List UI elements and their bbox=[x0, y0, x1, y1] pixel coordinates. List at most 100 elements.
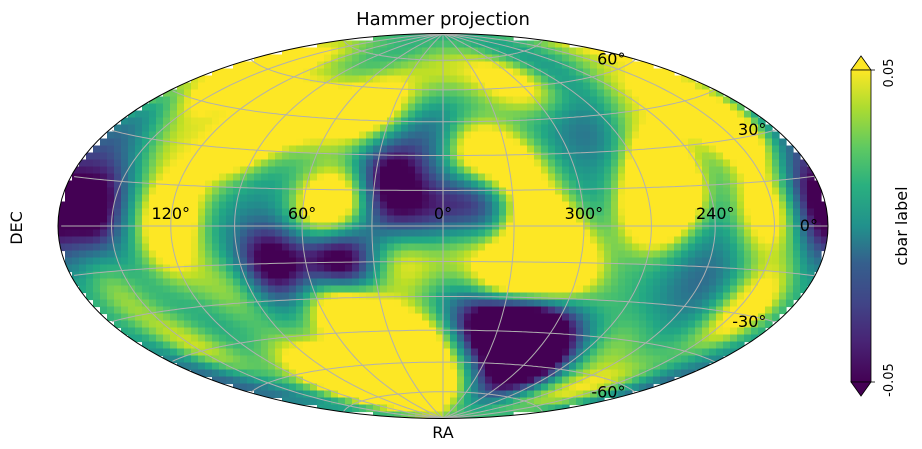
heatmap-cell bbox=[688, 327, 696, 336]
heatmap-cell bbox=[324, 348, 332, 357]
heatmap-cell bbox=[268, 243, 276, 252]
heatmap-cell bbox=[191, 180, 199, 189]
heatmap-cell bbox=[422, 306, 430, 315]
heatmap-cell bbox=[506, 320, 514, 329]
heatmap-cell bbox=[723, 292, 731, 301]
heatmap-cell bbox=[338, 348, 346, 357]
heatmap-cell bbox=[471, 285, 479, 294]
heatmap-cell bbox=[464, 243, 472, 252]
heatmap-cell bbox=[345, 61, 353, 70]
heatmap-cell bbox=[576, 320, 584, 329]
heatmap-cell bbox=[562, 75, 570, 84]
heatmap-cell bbox=[653, 327, 661, 336]
heatmap-cell bbox=[275, 285, 283, 294]
heatmap-cell bbox=[205, 194, 213, 203]
heatmap-cell bbox=[604, 173, 612, 182]
heatmap-cell bbox=[674, 201, 682, 210]
heatmap-cell bbox=[261, 124, 269, 133]
heatmap-cell bbox=[625, 75, 633, 84]
heatmap-cell bbox=[513, 355, 521, 364]
heatmap-cell bbox=[597, 341, 605, 350]
heatmap-cell bbox=[149, 201, 157, 210]
heatmap-cell bbox=[450, 243, 458, 252]
heatmap-cell bbox=[786, 229, 794, 238]
heatmap-cell bbox=[219, 348, 227, 357]
heatmap-cell bbox=[618, 96, 626, 105]
heatmap-cell bbox=[450, 362, 458, 371]
heatmap-cell bbox=[226, 334, 234, 343]
heatmap-cell bbox=[177, 306, 185, 315]
heatmap-cell bbox=[359, 152, 367, 161]
heatmap-cell bbox=[639, 264, 647, 273]
heatmap-cell bbox=[408, 54, 416, 63]
heatmap-cell bbox=[268, 215, 276, 224]
heatmap-cell bbox=[72, 180, 80, 189]
heatmap-cell bbox=[352, 404, 360, 413]
heatmap-cell bbox=[695, 110, 703, 119]
heatmap-cell bbox=[408, 159, 416, 168]
heatmap-cell bbox=[660, 117, 668, 126]
heatmap-cell bbox=[583, 271, 591, 280]
heatmap-cell bbox=[436, 40, 444, 49]
heatmap-cell bbox=[639, 271, 647, 280]
heatmap-cell bbox=[86, 201, 94, 210]
heatmap-cell bbox=[233, 383, 241, 392]
heatmap-cell bbox=[583, 47, 591, 56]
heatmap-cell bbox=[674, 229, 682, 238]
heatmap-cell bbox=[212, 173, 220, 182]
heatmap-cell bbox=[429, 61, 437, 70]
heatmap-cell bbox=[317, 306, 325, 315]
heatmap-cell bbox=[100, 208, 108, 217]
heatmap-cell bbox=[737, 215, 745, 224]
heatmap-cell bbox=[380, 96, 388, 105]
heatmap-cell bbox=[401, 327, 409, 336]
heatmap-cell bbox=[415, 208, 423, 217]
heatmap-cell bbox=[65, 250, 73, 259]
heatmap-cell bbox=[562, 229, 570, 238]
heatmap-cell bbox=[674, 271, 682, 280]
heatmap-cell bbox=[632, 327, 640, 336]
heatmap-cell bbox=[590, 257, 598, 266]
heatmap-cell bbox=[268, 61, 276, 70]
heatmap-cell bbox=[415, 96, 423, 105]
heatmap-cell bbox=[212, 103, 220, 112]
heatmap-cell bbox=[597, 348, 605, 357]
heatmap-cell bbox=[597, 68, 605, 77]
heatmap-cell bbox=[387, 362, 395, 371]
heatmap-cell bbox=[744, 320, 752, 329]
heatmap-cell bbox=[527, 138, 535, 147]
heatmap-cell bbox=[212, 320, 220, 329]
heatmap-cell bbox=[562, 362, 570, 371]
heatmap-cell bbox=[72, 194, 80, 203]
heatmap-cell bbox=[576, 96, 584, 105]
heatmap-cell bbox=[632, 271, 640, 280]
heatmap-cell bbox=[569, 376, 577, 385]
heatmap-cell bbox=[275, 369, 283, 378]
heatmap-cell bbox=[646, 362, 654, 371]
heatmap-cell bbox=[401, 313, 409, 322]
heatmap-cell bbox=[457, 152, 465, 161]
heatmap-cell bbox=[709, 173, 717, 182]
heatmap-cell bbox=[121, 124, 129, 133]
heatmap-cell bbox=[191, 82, 199, 91]
heatmap-cell bbox=[667, 117, 675, 126]
heatmap-cell bbox=[653, 348, 661, 357]
heatmap-cell bbox=[723, 229, 731, 238]
heatmap-cell bbox=[779, 278, 787, 287]
heatmap-cell bbox=[331, 306, 339, 315]
heatmap-cell bbox=[394, 47, 402, 56]
heatmap-cell bbox=[212, 131, 220, 140]
heatmap-cell bbox=[681, 355, 689, 364]
heatmap-cell bbox=[212, 334, 220, 343]
heatmap-cell bbox=[289, 103, 297, 112]
heatmap-cell bbox=[310, 278, 318, 287]
heatmap-cell bbox=[303, 47, 311, 56]
heatmap-cell bbox=[275, 54, 283, 63]
heatmap-cell bbox=[737, 327, 745, 336]
heatmap-cell bbox=[359, 390, 367, 399]
heatmap-cell bbox=[121, 243, 129, 252]
heatmap-cell bbox=[618, 285, 626, 294]
heatmap-cell bbox=[793, 187, 801, 196]
heatmap-cell bbox=[261, 75, 269, 84]
heatmap-cell bbox=[247, 355, 255, 364]
